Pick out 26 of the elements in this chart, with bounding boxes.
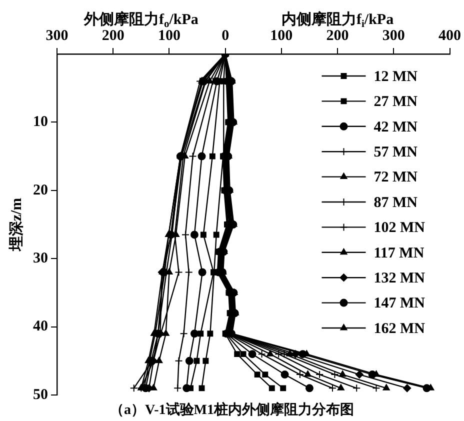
legend-label: 132 MN — [374, 270, 426, 286]
legend-label: 147 MN — [374, 296, 426, 312]
x-tick-label: 0 — [222, 28, 230, 44]
x-tick-label: 300 — [46, 28, 68, 44]
y-tick-label: 10 — [33, 114, 48, 130]
legend-label: 102 MN — [374, 220, 426, 236]
legend-label: 42 MN — [374, 119, 418, 136]
legend-label: 12 MN — [374, 68, 418, 85]
y-tick-label: 30 — [33, 250, 48, 266]
y-axis-title: 埋深z/m — [8, 197, 25, 252]
legend-label: 87 MN — [374, 194, 418, 211]
x-tick-label: 400 — [438, 28, 461, 44]
x-tick-label: 100 — [158, 28, 180, 44]
y-tick-label: 50 — [33, 386, 48, 403]
legend-label: 72 MN — [374, 170, 418, 186]
y-tick-label: 40 — [33, 318, 48, 335]
x-tick-label: 200 — [326, 28, 349, 44]
text: （a）V-1试验M1桩内外侧摩阻力分布图 — [110, 401, 354, 418]
legend-label: 27 MN — [374, 94, 418, 110]
x-tick-label: 200 — [102, 28, 124, 44]
x-tick-label: 300 — [382, 28, 405, 44]
legend-label: 162 MN — [374, 320, 426, 337]
x-tick-label: 100 — [270, 28, 293, 44]
legend-label: 117 MN — [374, 245, 424, 262]
y-tick-label: 20 — [33, 182, 48, 198]
legend-label: 57 MN — [374, 144, 418, 160]
